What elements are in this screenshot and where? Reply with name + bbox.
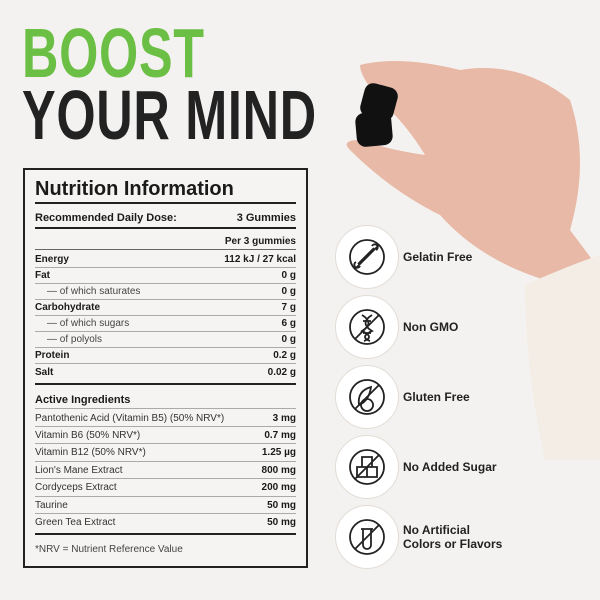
- no-test-tube-icon: [349, 519, 385, 555]
- badge-circle: [335, 505, 399, 569]
- ingredient-row: Green Tea Extract 50 mg: [35, 514, 296, 531]
- ingredient-name: Vitamin B12 (50% NRV*): [35, 447, 146, 459]
- nutrient-value: 0 g: [281, 270, 296, 281]
- ingredient-value: 800 mg: [261, 464, 296, 476]
- no-bone-icon: [349, 239, 385, 275]
- nutrition-row: Energy 112 kJ / 27 kcal: [35, 252, 296, 268]
- ingredient-value: 200 mg: [261, 482, 296, 494]
- nutrient-value: 6 g: [281, 318, 296, 329]
- ingredient-value: 3 mg: [272, 412, 296, 424]
- nutrient-name: — of which sugars: [47, 318, 130, 329]
- nutrition-row: Carbohydrate 7 g: [35, 300, 296, 316]
- badge-circle: [335, 365, 399, 429]
- dose-value: 3 Gummies: [236, 212, 296, 224]
- hand-holding-gummies-image: [346, 61, 600, 460]
- badge-label: No Added Sugar: [403, 460, 497, 474]
- ingredient-name: Taurine: [35, 499, 68, 511]
- no-sugar-cubes-icon: [349, 449, 385, 485]
- nutrient-name: — of polyols: [47, 334, 103, 345]
- nutrient-value: 0.2 g: [273, 350, 296, 361]
- ingredient-value: 0.7 mg: [264, 429, 296, 441]
- ingredient-name: Lion's Mane Extract: [35, 464, 123, 476]
- nutrient-name: Protein: [35, 350, 70, 361]
- no-dna-icon: [349, 309, 385, 345]
- badge-label: Gluten Free: [403, 390, 470, 404]
- nutrition-row: — of which sugars 6 g: [35, 316, 296, 332]
- ingredient-name: Pantothenic Acid (Vitamin B5) (50% NRV*): [35, 412, 225, 424]
- headline-line-1: BOOST: [22, 14, 205, 92]
- ingredient-row: Taurine 50 mg: [35, 497, 296, 514]
- ingredient-value: 50 mg: [267, 517, 296, 529]
- nutrient-name: Carbohydrate: [35, 302, 101, 313]
- nutrition-title: Nutrition Information: [35, 178, 234, 200]
- nutrition-panel: Nutrition Information Recommended Daily …: [23, 168, 308, 568]
- nutrition-row: Fat 0 g: [35, 268, 296, 284]
- dose-label: Recommended Daily Dose:: [35, 212, 177, 224]
- nutrient-value: 7 g: [281, 302, 296, 313]
- nutrient-value: 112 kJ / 27 kcal: [224, 254, 296, 265]
- nutrition-row: — of polyols 0 g: [35, 332, 296, 348]
- ingredient-name: Green Tea Extract: [35, 517, 116, 529]
- nutrient-name: Energy: [35, 254, 69, 265]
- ingredient-row: Vitamin B6 (50% NRV*) 0.7 mg: [35, 427, 296, 445]
- nutrition-row: Salt 0.02 g: [35, 364, 296, 380]
- ingredient-name: Vitamin B6 (50% NRV*): [35, 429, 141, 441]
- active-title-row: Active Ingredients: [35, 391, 296, 409]
- per-row: Per 3 gummies: [35, 234, 296, 250]
- headline-line-2: YOUR MIND: [22, 76, 317, 154]
- per-label: Per 3 gummies: [224, 236, 296, 247]
- nutrient-value: 0.02 g: [267, 366, 296, 378]
- nutrient-name: Salt: [35, 366, 54, 378]
- nutrient-name: — of which saturates: [47, 286, 141, 297]
- ingredient-row: Pantothenic Acid (Vitamin B5) (50% NRV*)…: [35, 410, 296, 427]
- nutrition-row: Protein 0.2 g: [35, 348, 296, 364]
- ingredient-row: Lion's Mane Extract 800 mg: [35, 462, 296, 480]
- no-wheat-icon: [349, 379, 385, 415]
- ingredient-row: Vitamin B12 (50% NRV*) 1.25 µg: [35, 445, 296, 462]
- badge-label: Non GMO: [403, 320, 459, 334]
- ingredient-name: Cordyceps Extract: [35, 482, 117, 494]
- ingredient-row: Cordyceps Extract 200 mg: [35, 480, 296, 497]
- ingredient-value: 50 mg: [267, 499, 296, 511]
- dose-row: Recommended Daily Dose: 3 Gummies: [35, 209, 296, 229]
- badge-label: Gelatin Free: [403, 250, 473, 264]
- nutrient-name: Fat: [35, 270, 50, 281]
- badge-label: No Artificial Colors or Flavors: [403, 523, 503, 551]
- active-title: Active Ingredients: [35, 393, 131, 406]
- badge-circle: [335, 295, 399, 359]
- nutrient-value: 0 g: [281, 334, 296, 345]
- nutrient-value: 0 g: [281, 286, 296, 297]
- nutrition-row: — of which saturates 0 g: [35, 284, 296, 300]
- footnote: *NRV = Nutrient Reference Value: [35, 544, 183, 555]
- badge-circle: [335, 435, 399, 499]
- badge-circle: [335, 225, 399, 289]
- ingredient-value: 1.25 µg: [261, 447, 296, 459]
